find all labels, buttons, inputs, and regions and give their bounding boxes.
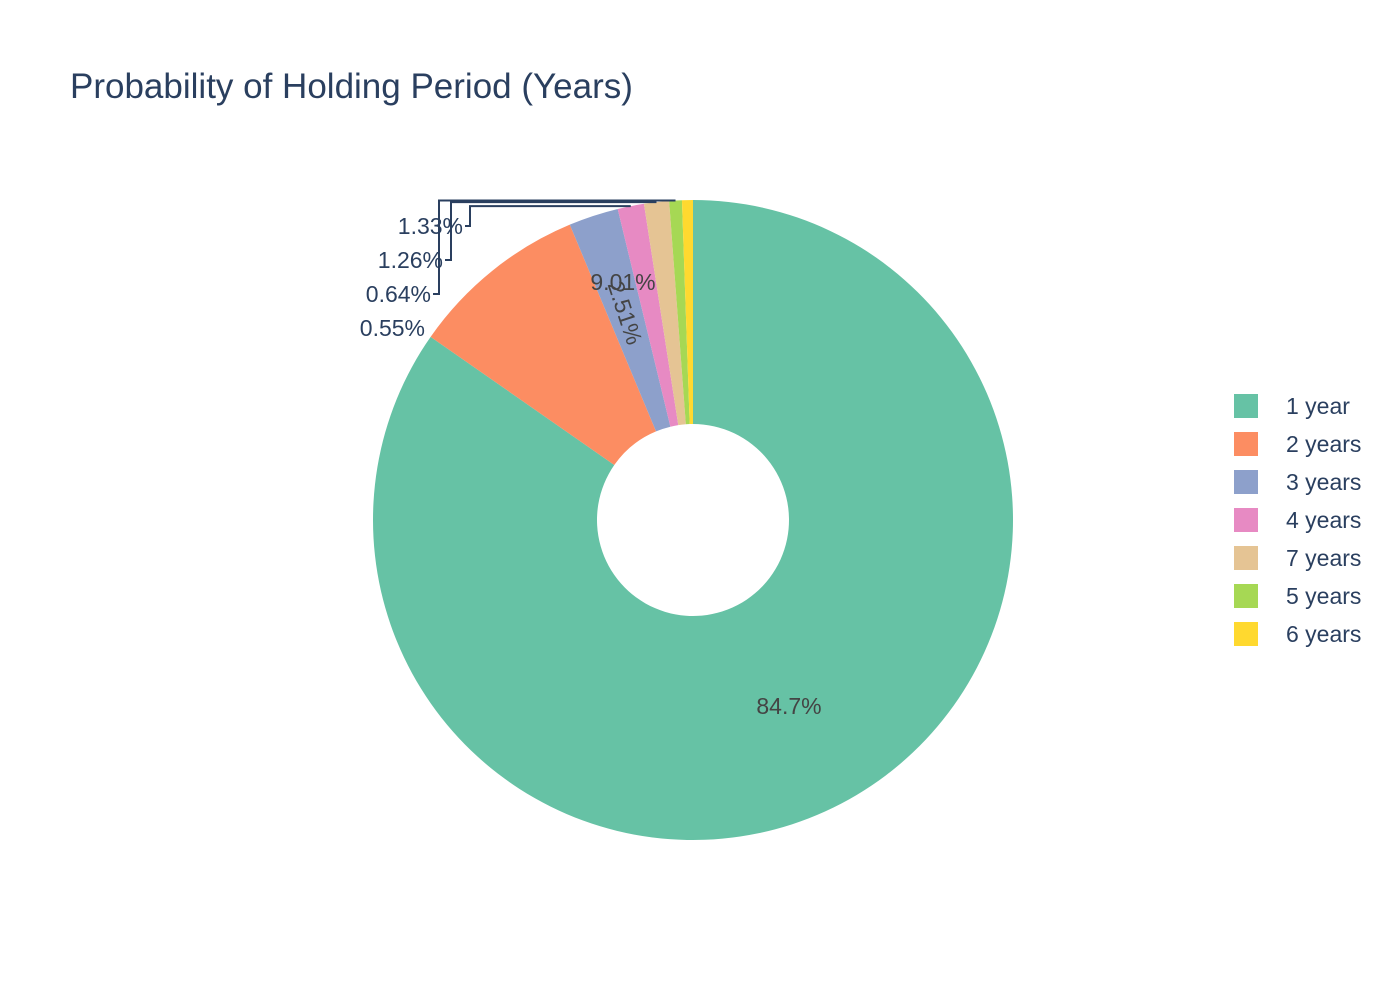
slice-6-years[interactable]: [681, 200, 693, 425]
legend-item-2-years[interactable]: 2 years: [1234, 425, 1394, 463]
legend: 1 year 2 years 3 years 4 years 7 years 5 year…: [1234, 387, 1394, 653]
slice-label-2-years: 9.01%: [590, 269, 655, 295]
legend-swatch: [1234, 508, 1258, 532]
leader-line-4-years: [465, 205, 631, 227]
chart-title: Probability of Holding Period (Years): [70, 67, 633, 106]
legend-swatch: [1234, 584, 1258, 608]
leader-line-7-years: [445, 201, 657, 261]
slice-4-years[interactable]: [617, 203, 679, 427]
slice-3-years[interactable]: [569, 208, 671, 432]
legend-label: 1 year: [1286, 393, 1350, 419]
legend-label: 7 years: [1286, 545, 1362, 571]
legend-swatch: [1234, 546, 1258, 570]
legend-item-5-years[interactable]: 5 years: [1234, 577, 1394, 615]
legend-swatch: [1234, 470, 1258, 494]
slices-layer: [372, 200, 1013, 840]
slice-7-years[interactable]: [643, 200, 686, 426]
leader-lines-layer: [433, 199, 676, 295]
slice-1-year[interactable]: [372, 200, 1013, 840]
legend-item-6-years[interactable]: 6 years: [1234, 615, 1394, 653]
legend-label: 5 years: [1286, 583, 1362, 609]
slice-5-years[interactable]: [669, 200, 690, 425]
legend-swatch: [1234, 622, 1258, 646]
legend-label: 4 years: [1286, 507, 1362, 533]
legend-label: 6 years: [1286, 621, 1362, 647]
legend-label: 3 years: [1286, 469, 1362, 495]
legend-swatch: [1234, 394, 1258, 418]
slice-label-1-year: 84.7%: [756, 693, 821, 719]
legend-item-1-year[interactable]: 1 year: [1234, 387, 1394, 425]
legend-item-3-years[interactable]: 3 years: [1234, 463, 1394, 501]
legend-label: 2 years: [1286, 431, 1362, 457]
slice-2-years[interactable]: [430, 224, 657, 466]
slice-label-6-years: 0.55%: [360, 315, 425, 341]
slice-label-4-years: 1.33%: [398, 213, 463, 239]
legend-item-4-years[interactable]: 4 years: [1234, 501, 1394, 539]
legend-item-7-years[interactable]: 7 years: [1234, 539, 1394, 577]
slice-label-7-years: 1.26%: [378, 247, 443, 273]
leader-line-5-years: [433, 199, 676, 295]
legend-swatch: [1234, 432, 1258, 456]
slice-label-5-years: 0.64%: [366, 281, 431, 307]
